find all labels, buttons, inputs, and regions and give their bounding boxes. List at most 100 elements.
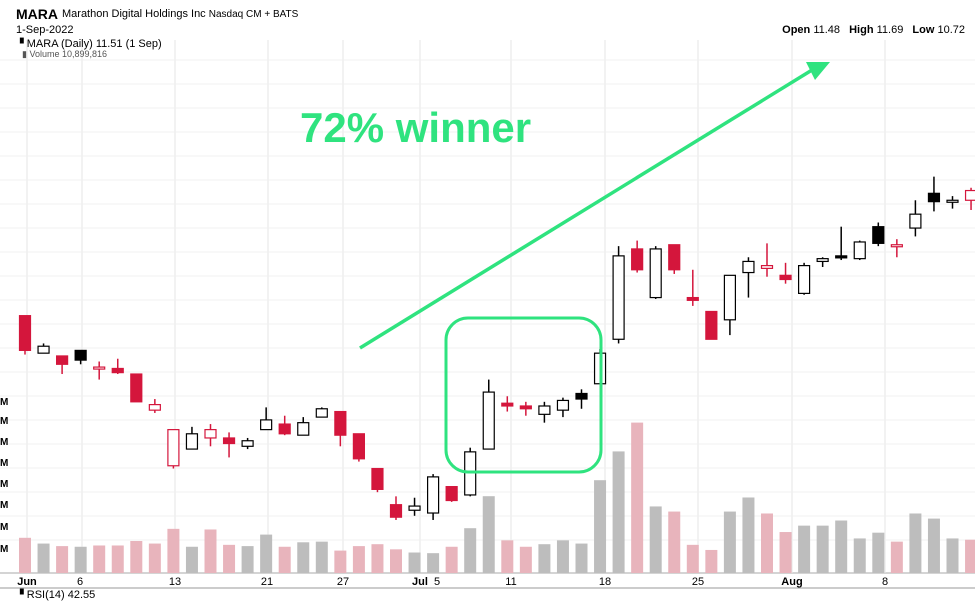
x-tick-label: 13 (169, 576, 181, 588)
volume-bar (19, 538, 31, 573)
candle-body (891, 245, 902, 247)
candle (242, 438, 253, 449)
candle-body (186, 434, 197, 449)
volume-bar (167, 529, 179, 573)
y-tick-label: M (0, 479, 8, 490)
y-tick-label: M (0, 458, 8, 469)
candle-body (94, 367, 105, 369)
candle-body (836, 256, 847, 258)
candle-body (335, 412, 346, 436)
candle (168, 430, 179, 469)
volume-bar (594, 480, 606, 573)
y-tick-label: M (0, 544, 8, 555)
volume-bar (947, 538, 959, 573)
candle-body (279, 424, 290, 434)
candle-body (966, 191, 975, 201)
candle-body (780, 275, 791, 279)
rsi-legend: ▝ RSI(14) 42.55 (16, 589, 95, 601)
candle-body (372, 469, 383, 490)
candle-body (149, 405, 160, 411)
volume-bar (446, 547, 458, 573)
candle-body (724, 275, 735, 319)
candle-body (743, 261, 754, 272)
volume-bar (186, 547, 198, 573)
candle (205, 424, 216, 446)
candle (724, 275, 735, 335)
y-tick-label: M (0, 416, 8, 427)
candle-body (520, 406, 531, 409)
candle-body (446, 487, 457, 501)
candle-body (57, 356, 68, 364)
candle-body (353, 434, 364, 459)
x-tick-label: 6 (77, 576, 83, 588)
candle-body (168, 430, 179, 466)
volume-bar (928, 519, 940, 573)
candle-body (557, 400, 568, 410)
volume-bar (613, 451, 625, 573)
candle (57, 356, 68, 374)
volume-bar (242, 546, 254, 573)
volume-bars (19, 423, 975, 573)
volume-bar (501, 540, 513, 573)
volume-bar (687, 545, 699, 573)
volume-bar (149, 544, 161, 573)
volume-bar (650, 506, 662, 573)
candle-body (242, 441, 253, 447)
volume-bar (409, 553, 421, 573)
candle (372, 469, 383, 493)
y-tick-label: M (0, 522, 8, 533)
candle (650, 246, 661, 299)
volume-bar (631, 423, 643, 573)
volume-bar (854, 538, 866, 573)
candle (483, 380, 494, 450)
x-tick-label: 5 (434, 576, 440, 588)
volume-bar (909, 513, 921, 573)
candle-body (947, 200, 958, 202)
candle (557, 398, 568, 417)
candle-body (817, 259, 828, 262)
volume-legend: ▮ Volume 10,899,816 (22, 49, 107, 60)
volume-bar (538, 544, 550, 573)
volume-bar (390, 549, 402, 573)
candle-body (409, 506, 420, 510)
volume-bar (872, 533, 884, 573)
x-tick-label: 8 (882, 576, 888, 588)
candle (335, 412, 346, 447)
candle (224, 432, 235, 457)
volume-bar (520, 547, 532, 573)
volume-bar (297, 542, 309, 573)
candle-body (576, 393, 587, 399)
candle (38, 343, 49, 353)
candle-body (539, 406, 550, 414)
candle-body (483, 392, 494, 449)
winner-annotation: 72% winner (300, 104, 531, 152)
candle-body (873, 227, 884, 244)
candle-body (391, 505, 402, 518)
candle (261, 407, 272, 429)
volume-bar (279, 547, 291, 573)
candle-body (687, 298, 698, 301)
candle (94, 362, 105, 380)
candle (632, 241, 643, 273)
volume-bar (334, 551, 346, 573)
candle (780, 263, 791, 284)
candle-body (613, 256, 624, 339)
x-tick-label: Aug (781, 576, 802, 588)
volume-bar (724, 512, 736, 573)
x-tick-label: Jul (412, 576, 428, 588)
candle-body (316, 409, 327, 417)
candle-body (298, 423, 309, 436)
volume-bar (112, 545, 124, 573)
volume-bar (316, 542, 328, 573)
candle (910, 200, 921, 236)
candle (186, 427, 197, 449)
volume-bar (576, 544, 588, 573)
candle-body (650, 249, 661, 298)
rsi-legend-icon: ▝ (16, 590, 24, 601)
volume-bar (483, 496, 495, 573)
volume-bar (668, 512, 680, 573)
volume-bar (780, 532, 792, 573)
candle-body (706, 311, 717, 339)
